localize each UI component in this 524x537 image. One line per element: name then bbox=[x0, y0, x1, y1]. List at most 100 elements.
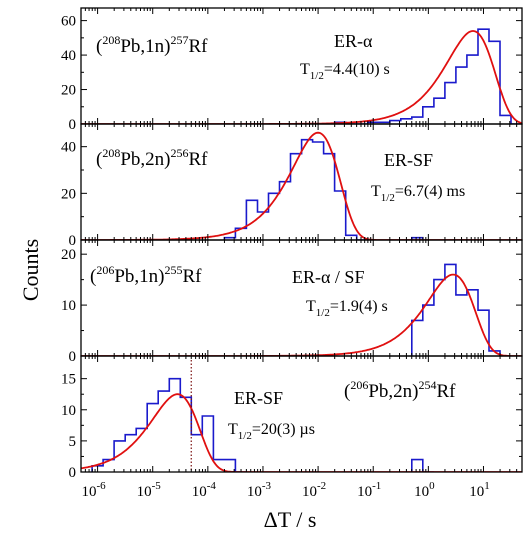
x-tick-label: 10-2 bbox=[302, 480, 326, 500]
y-tick-label: 5 bbox=[69, 434, 77, 450]
x-tick-exponent: -5 bbox=[152, 480, 162, 492]
reaction-text: Pb,1n) bbox=[114, 266, 164, 287]
reaction-text: Rf bbox=[188, 149, 208, 170]
y-tick-label: 0 bbox=[69, 465, 77, 481]
y-tick-label: 0 bbox=[69, 349, 77, 365]
x-tick-exponent: -4 bbox=[207, 480, 217, 492]
decay-mode-label: ER-SF bbox=[234, 388, 283, 408]
fit-curve bbox=[81, 393, 522, 472]
half-life-symbol: T bbox=[228, 421, 238, 438]
histogram-bin bbox=[180, 397, 191, 472]
x-tick-label: 100 bbox=[414, 480, 435, 500]
mass-number: 208 bbox=[102, 146, 120, 160]
y-tick-label: 20 bbox=[61, 83, 76, 99]
panel-1: 0 20 40 60 (208Pb,1n)257Rf ER-α T1/2=4.4(10) s bbox=[61, 7, 523, 133]
reaction-text: ( bbox=[96, 36, 102, 57]
half-life-value: =20(3) µs bbox=[252, 421, 315, 438]
reaction-text: ( bbox=[344, 381, 350, 402]
histogram-bin bbox=[313, 142, 324, 240]
x-tick-base: 10 bbox=[192, 484, 207, 500]
histogram-bin bbox=[191, 435, 202, 472]
histogram-bin bbox=[291, 154, 302, 240]
x-tick-label: 10-3 bbox=[247, 480, 272, 500]
reaction-label: (206Pb,1n)255Rf bbox=[90, 263, 202, 287]
histogram-bin bbox=[467, 290, 478, 356]
x-tick-labels: 10-6 10-5 10-4 10-3 10-2 10-1 100 101 bbox=[82, 480, 490, 500]
histogram-bin bbox=[456, 67, 467, 124]
half-life-label: T1/2=20(3) µs bbox=[228, 421, 315, 442]
half-life-label: T1/2=4.4(10) s bbox=[300, 61, 390, 82]
y-tick-label: 20 bbox=[61, 247, 76, 263]
histogram-bin bbox=[324, 154, 335, 240]
decay-mode-label: ER-α / SF bbox=[292, 267, 364, 287]
x-tick-label: 101 bbox=[469, 480, 490, 500]
reaction-text: Pb,1n) bbox=[120, 36, 170, 57]
reaction-text: Rf bbox=[188, 36, 208, 57]
half-life-label: T1/2=6.7(4) ms bbox=[371, 183, 465, 204]
histogram-bin bbox=[125, 435, 136, 472]
histogram-bin bbox=[169, 379, 180, 472]
histogram-bin bbox=[412, 117, 423, 124]
mass-number: 257 bbox=[170, 33, 188, 47]
x-tick-exponent: -2 bbox=[317, 480, 326, 492]
x-tick-label: 10-4 bbox=[192, 480, 217, 500]
x-axis-title: ΔT / s bbox=[264, 507, 317, 532]
x-tick-base: 10 bbox=[357, 484, 372, 500]
mass-number: 206 bbox=[96, 263, 114, 277]
reaction-text: Pb,2n) bbox=[120, 149, 170, 170]
histogram-bin bbox=[423, 305, 434, 356]
x-tick-label: 10-6 bbox=[82, 480, 107, 500]
half-life-value: =1.9(4) s bbox=[330, 298, 388, 315]
x-tick-base: 10 bbox=[82, 484, 97, 500]
half-life-symbol: T bbox=[306, 298, 316, 315]
x-tick-exponent: 1 bbox=[484, 480, 490, 492]
x-tick-exponent: -1 bbox=[372, 480, 381, 492]
histogram-bin bbox=[412, 460, 423, 472]
x-tick-base: 10 bbox=[414, 484, 429, 500]
y-tick-label: 40 bbox=[61, 48, 76, 64]
x-tick-exponent: -6 bbox=[97, 480, 107, 492]
histogram-series bbox=[91, 377, 434, 472]
mass-number: 206 bbox=[350, 378, 368, 392]
y-axis-title: Counts bbox=[18, 239, 43, 301]
reaction-text: ( bbox=[96, 149, 102, 170]
x-tick-exponent: 0 bbox=[429, 480, 435, 492]
histogram-bin bbox=[202, 416, 213, 472]
decay-mode-label: ER-SF bbox=[384, 150, 433, 170]
reaction-text: ( bbox=[90, 266, 96, 287]
histogram-bin bbox=[302, 140, 313, 240]
mass-number: 254 bbox=[418, 378, 436, 392]
half-life-subscript: 1/2 bbox=[381, 192, 395, 204]
panel-3: 0 10 20 (206Pb,1n)255Rf ER-α / SF T1/2=1.9(4)… bbox=[61, 239, 523, 365]
y-tick-label: 15 bbox=[61, 372, 76, 388]
y-tick-label: 10 bbox=[61, 298, 76, 314]
x-tick-base: 10 bbox=[302, 484, 317, 500]
x-tick-base: 10 bbox=[469, 484, 484, 500]
y-tick-label: 0 bbox=[69, 233, 77, 249]
histogram-series bbox=[411, 263, 511, 356]
y-tick-label: 60 bbox=[61, 14, 76, 30]
mass-number: 208 bbox=[102, 33, 120, 47]
reaction-text: Rf bbox=[182, 266, 202, 287]
reaction-label: (208Pb,2n)256Rf bbox=[96, 146, 208, 170]
reaction-label: (206Pb,2n)254Rf bbox=[344, 378, 456, 402]
x-tick-exponent: -3 bbox=[262, 480, 272, 492]
mass-number: 255 bbox=[164, 263, 182, 277]
decay-mode-label: ER-α bbox=[334, 31, 373, 51]
reaction-label: (208Pb,1n)257Rf bbox=[96, 33, 208, 57]
histogram-bin bbox=[478, 29, 489, 124]
histogram-bin bbox=[445, 83, 456, 124]
y-tick-label: 0 bbox=[69, 117, 77, 133]
histogram-bin bbox=[467, 55, 478, 124]
half-life-symbol: T bbox=[300, 61, 310, 78]
reaction-text: Rf bbox=[436, 381, 456, 402]
panel-4: 0 5 10 15 (206Pb,2n)254Rf ER-SF T1/2=20(3) µs bbox=[61, 355, 523, 481]
half-life-label: T1/2=1.9(4) s bbox=[306, 298, 388, 319]
x-tick-label: 10-5 bbox=[137, 480, 162, 500]
histogram-bin bbox=[412, 320, 423, 356]
half-life-subscript: 1/2 bbox=[310, 70, 324, 82]
x-tick-base: 10 bbox=[137, 484, 152, 500]
half-life-subscript: 1/2 bbox=[238, 430, 252, 442]
histogram-bin bbox=[434, 98, 445, 124]
